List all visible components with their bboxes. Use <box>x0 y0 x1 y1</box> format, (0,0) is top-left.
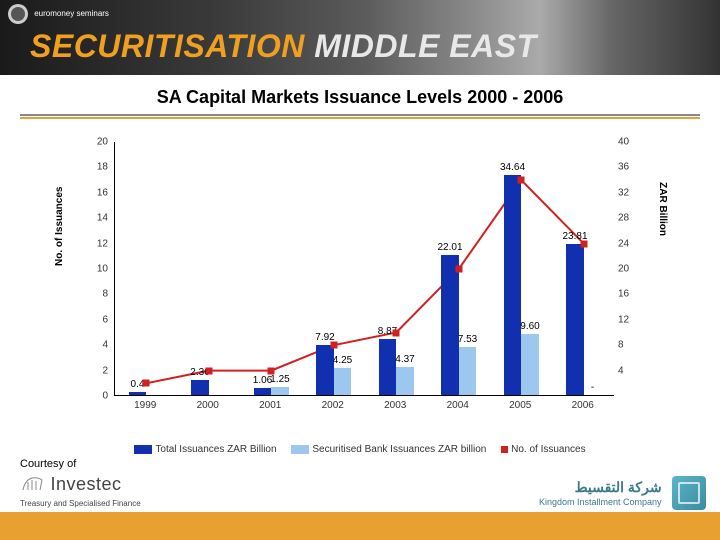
y-axis-right-label: ZAR Billion <box>657 182 668 236</box>
courtesy-label: Courtesy of <box>20 458 720 470</box>
ytick-right: 8 <box>618 340 648 351</box>
bar-securitised <box>459 347 477 395</box>
bar-label-total: 34.64 <box>500 162 525 173</box>
line-marker <box>580 240 587 247</box>
bar-label-securitised: 7.53 <box>458 334 477 345</box>
line-marker <box>518 177 525 184</box>
legend-item-securitised: Securitised Bank Issuances ZAR billion <box>291 444 486 455</box>
ytick-right: 12 <box>618 314 648 325</box>
bar-total <box>441 255 459 395</box>
ytick-left: 10 <box>78 264 108 275</box>
ytick-left: 16 <box>78 187 108 198</box>
ytick-left: 12 <box>78 238 108 249</box>
investec-zebra-icon <box>20 472 46 499</box>
bar-securitised <box>334 368 352 395</box>
investec-name: Investec <box>50 474 121 494</box>
kic-logo-block: شركة التقسيط Kingdom Installment Company <box>539 476 706 510</box>
bar-label-securitised: 4.37 <box>395 354 414 365</box>
ytick-left: 14 <box>78 213 108 224</box>
legend-swatch-total <box>134 445 152 454</box>
xtick: 2002 <box>322 400 344 411</box>
chart-legend: Total Issuances ZAR Billion Securitised … <box>0 444 720 455</box>
bar-label-securitised: 4.25 <box>333 355 352 366</box>
bar-total <box>254 388 272 395</box>
line-marker <box>205 367 212 374</box>
xtick: 2006 <box>572 400 594 411</box>
legend-item-issuances: No. of Issuances <box>501 444 585 455</box>
legend-swatch-securitised <box>291 445 309 454</box>
ytick-left: 0 <box>78 391 108 402</box>
legend-swatch-issuances <box>501 446 508 453</box>
bar-total <box>129 392 147 395</box>
ytick-right: 24 <box>618 238 648 249</box>
xtick: 2000 <box>197 400 219 411</box>
bar-total <box>379 339 397 395</box>
title-underline <box>20 114 700 116</box>
ytick-right: 32 <box>618 187 648 198</box>
ytick-left: 4 <box>78 340 108 351</box>
line-marker <box>143 380 150 387</box>
ytick-left: 2 <box>78 365 108 376</box>
slide-title: SA Capital Markets Issuance Levels 2000 … <box>0 87 720 108</box>
banner-title: SECURITISATION MIDDLE EAST <box>30 28 537 65</box>
euromoney-logo-icon <box>8 4 28 24</box>
ytick-left: 20 <box>78 137 108 148</box>
line-marker <box>330 342 337 349</box>
euromoney-logo: euromoney seminars <box>8 4 109 24</box>
bar-total <box>504 175 522 395</box>
ytick-right: 16 <box>618 289 648 300</box>
bar-total <box>566 244 584 395</box>
xtick: 1999 <box>134 400 156 411</box>
ytick-left: 8 <box>78 289 108 300</box>
ytick-right: 4 <box>618 365 648 376</box>
banner-title-part2: MIDDLE EAST <box>305 28 537 64</box>
ytick-right: 20 <box>618 264 648 275</box>
kic-logo-icon <box>672 476 706 510</box>
kic-text: شركة التقسيط Kingdom Installment Company <box>539 479 662 507</box>
ytick-left: 18 <box>78 162 108 173</box>
xtick: 2001 <box>259 400 281 411</box>
bar-label-total: 22.01 <box>437 242 462 253</box>
bar-total <box>191 380 209 395</box>
line-series-svg <box>115 142 615 396</box>
footer-gold-bar <box>0 512 720 540</box>
bar-total <box>316 345 334 395</box>
bar-securitised <box>521 334 539 395</box>
legend-item-total: Total Issuances ZAR Billion <box>134 444 276 455</box>
line-marker <box>393 329 400 336</box>
banner-title-part1: SECURITISATION <box>30 28 305 64</box>
header-banner: euromoney seminars SECURITISATION MIDDLE… <box>0 0 720 75</box>
line-marker <box>268 367 275 374</box>
bar-label-securitised: - <box>591 382 594 393</box>
line-marker <box>455 266 462 273</box>
xtick: 2003 <box>384 400 406 411</box>
bar-securitised <box>396 367 414 395</box>
xtick: 2004 <box>447 400 469 411</box>
kic-english: Kingdom Installment Company <box>539 497 662 507</box>
xtick: 2005 <box>509 400 531 411</box>
y-axis-left-label: No. of Issuances <box>54 187 65 266</box>
ytick-right: 40 <box>618 137 648 148</box>
chart-plot: 0.42.361.061.257.924.258.874.3722.017.53… <box>114 142 614 396</box>
kic-arabic: شركة التقسيط <box>575 479 662 495</box>
ytick-right: 28 <box>618 213 648 224</box>
euromoney-logo-text: euromoney seminars <box>34 9 109 18</box>
bar-label-securitised: 1.25 <box>270 374 289 385</box>
ytick-right: 36 <box>618 162 648 173</box>
chart-area: No. of Issuances ZAR Billion 0.42.361.06… <box>60 136 660 436</box>
bar-securitised <box>271 387 289 395</box>
ytick-left: 6 <box>78 314 108 325</box>
bar-label-securitised: 9.60 <box>520 321 539 332</box>
footer: Courtesy of Investec Treasury and Specia… <box>0 458 720 540</box>
